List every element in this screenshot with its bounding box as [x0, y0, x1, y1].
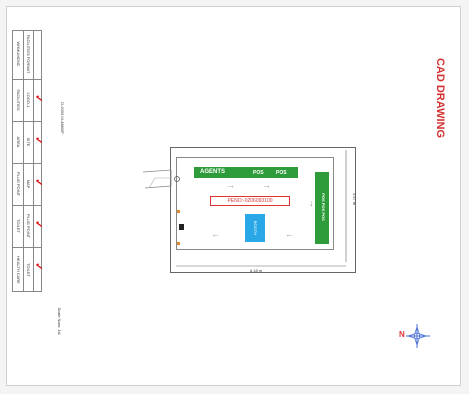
top-note: D-2009 III-4880IP	[60, 102, 65, 134]
check-mark-4: ✓	[32, 220, 44, 229]
legend-row-2a: AREA	[16, 136, 21, 148]
check-mark-2: ✓	[32, 136, 44, 145]
agents-counter	[194, 167, 298, 178]
agents-label: AGENTS	[200, 169, 226, 175]
check-mark-5: ✓	[32, 262, 44, 271]
compass-n-label: N	[399, 330, 405, 339]
pos-label-a: POS	[253, 170, 264, 176]
flow-arrow-right-2: →	[262, 180, 271, 190]
flow-arrow-down: ↓	[309, 198, 314, 208]
flow-arrow-left-2: ←	[211, 229, 220, 239]
side-pos-counter	[315, 172, 329, 244]
north-compass-icon	[406, 324, 430, 348]
legend-row-1b: LOGO-1	[26, 92, 31, 108]
scale-note: Scale Num: 1st	[57, 307, 62, 335]
booth-area	[245, 214, 265, 242]
flow-arrow-left-1: ←	[285, 229, 294, 239]
legend-row-4a: TOILET	[16, 219, 21, 233]
peno-label: PENO:-0206093100	[210, 196, 290, 206]
dim-width: 6.18 m	[250, 268, 263, 273]
drawing-title: CAD DRAWING	[434, 57, 446, 139]
dim-height: 3.97 m	[352, 192, 357, 206]
pos-label-b: POS	[276, 170, 287, 176]
legend-row-3a: PLUG POINT	[16, 171, 21, 197]
flow-arrow-right-1: →	[226, 180, 235, 190]
legend-row-1a: FACILITIES	[16, 89, 21, 111]
plan-outer-boundary	[170, 147, 356, 273]
legend-row-5a: HEALTH CARE	[16, 256, 21, 284]
marker-dot-1	[177, 210, 180, 213]
legend-row-3b: MAP	[26, 179, 31, 189]
check-mark-1: ✓	[32, 94, 44, 103]
legend-row-5b: TOILET	[26, 263, 31, 277]
marker-dot-2	[177, 242, 180, 245]
legend-header-a: WHMUMONC	[16, 41, 21, 67]
entrance-door-icon	[142, 169, 180, 189]
counter-marker	[179, 224, 184, 230]
legend-table: WHMUMONC FACILITIES FORMAT FACILITIES LO…	[12, 30, 44, 292]
legend-row-4b: PLUG POINT	[26, 213, 31, 239]
check-mark-3: ✓	[32, 178, 44, 187]
legend-row-2b: SITE	[26, 137, 31, 147]
dimension-lines	[176, 150, 347, 267]
legend-header-b: FACILITIES FORMAT	[26, 34, 31, 74]
